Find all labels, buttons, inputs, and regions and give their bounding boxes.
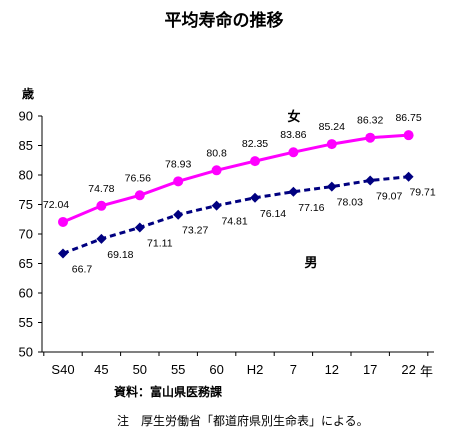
data-label: 78.93	[165, 158, 191, 170]
data-label: 86.32	[357, 115, 383, 127]
y-tick-label: 50	[19, 345, 33, 360]
data-point	[403, 130, 414, 141]
data-label: 78.03	[337, 197, 363, 209]
data-label: 73.27	[182, 225, 208, 237]
y-tick-label: 80	[19, 168, 33, 183]
data-label: 77.16	[298, 202, 324, 214]
data-label: 82.35	[242, 138, 268, 150]
data-label: 80.8	[206, 147, 227, 159]
x-axis-unit-label: 年	[420, 364, 433, 379]
y-tick-label: 60	[19, 286, 33, 301]
x-tick-label: 55	[171, 362, 185, 377]
data-point	[58, 216, 68, 227]
source-text: 資料：富山県医務課	[114, 384, 223, 399]
data-point	[403, 171, 414, 182]
data-label: 76.14	[260, 208, 286, 220]
data-label: 71.11	[147, 237, 173, 249]
data-point	[288, 186, 299, 197]
x-tick-label: 60	[209, 362, 223, 377]
y-axis-ticks: 50 55 60 65 70 75 80 85 90	[19, 109, 42, 360]
x-tick-label: S40	[51, 362, 74, 377]
data-point	[211, 165, 222, 176]
x-tick-label: 45	[94, 362, 108, 377]
x-tick-label: 50	[133, 362, 147, 377]
series-female: 72.04 74.78 76.56 78.93 80.8 82.35 83.86 85.24 8…	[43, 112, 422, 227]
data-point	[58, 248, 68, 259]
x-tick-label: 17	[363, 362, 377, 377]
x-tick-label: H2	[247, 362, 264, 377]
y-axis-unit-label: 歳	[22, 86, 34, 101]
data-point	[134, 222, 145, 233]
y-tick-label: 75	[19, 197, 33, 212]
data-label: 74.78	[88, 183, 114, 195]
data-label: 66.7	[72, 263, 93, 275]
data-point	[365, 175, 376, 186]
y-tick-label: 70	[19, 227, 33, 242]
data-label: 86.75	[395, 112, 421, 124]
data-point	[365, 132, 376, 143]
y-tick-label: 55	[19, 315, 33, 330]
data-point	[173, 176, 184, 187]
data-point	[326, 139, 337, 150]
series-line	[62, 175, 409, 255]
series-name-female: 女	[287, 109, 300, 125]
series-male: 66.7 69.18 71.11 73.27 74.81 76.14 77.16 78.03 7…	[58, 171, 436, 275]
axes	[41, 116, 434, 353]
series-layer: 72.04 74.78 76.56 78.93 80.8 82.35 83.86 85.24 8…	[43, 112, 436, 275]
series-line	[62, 133, 409, 224]
data-point	[96, 233, 107, 244]
data-point	[173, 209, 184, 220]
data-label: 69.18	[107, 249, 133, 261]
data-point	[250, 156, 260, 167]
data-label: 74.81	[221, 216, 247, 228]
data-label: 76.56	[125, 172, 151, 184]
data-label: 79.07	[376, 190, 402, 202]
data-label: 85.24	[319, 121, 345, 133]
x-tick-label: 12	[325, 362, 339, 377]
chart-title: 平均寿命の推移	[165, 10, 284, 31]
footnote-text: 注 厚生労働省「都道府県別生命表」による。	[117, 413, 369, 428]
y-tick-label: 85	[19, 138, 33, 153]
series-name-male: 男	[304, 256, 317, 271]
data-label: 83.86	[280, 129, 306, 141]
data-point	[250, 192, 260, 203]
x-tick-label: 7	[290, 362, 297, 377]
x-tick-label: 22	[401, 362, 415, 377]
data-label: 72.04	[43, 199, 69, 211]
data-label: 79.71	[409, 187, 435, 199]
data-point	[288, 147, 299, 158]
y-tick-label: 65	[19, 256, 33, 271]
data-point	[326, 181, 337, 192]
data-point	[96, 200, 107, 211]
x-axis-ticks: S40 45 50 55 60 H2 7 12 17 22	[43, 352, 429, 377]
data-point	[134, 190, 145, 201]
y-tick-label: 90	[19, 109, 33, 124]
data-point	[211, 200, 222, 211]
